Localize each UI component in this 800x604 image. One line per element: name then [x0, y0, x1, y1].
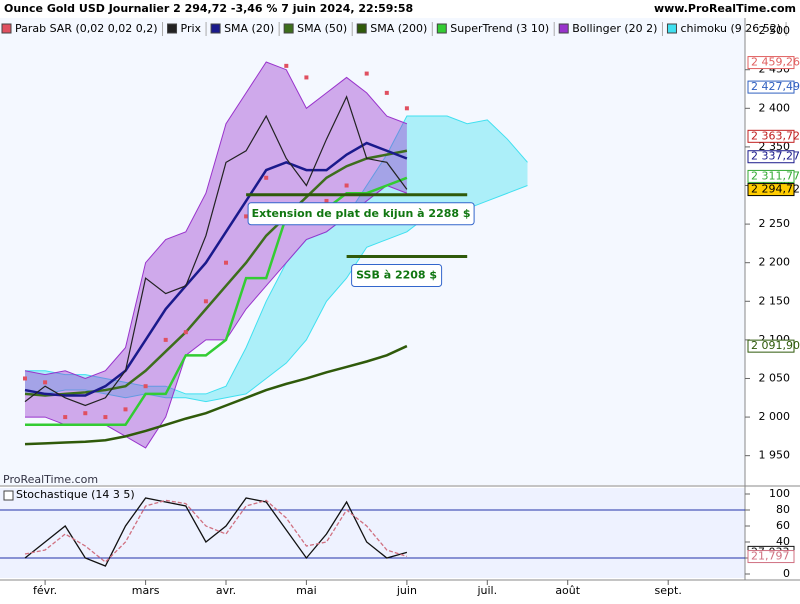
y-tick-label: 2 350 [759, 140, 791, 153]
x-tick-label: juil. [476, 584, 497, 597]
series-line [24, 497, 408, 567]
legend-label: SMA (50) [297, 22, 347, 35]
y-tick-label: 40 [776, 535, 790, 548]
sar-dot [103, 415, 108, 420]
x-tick-label: sept. [655, 584, 682, 597]
sar-dot [163, 337, 168, 342]
band-upper [24, 61, 408, 380]
title: Ounce Gold USD Journalier 2 294,72 -3,46… [4, 2, 413, 15]
price-tag-label: 2 311,77 [751, 169, 800, 182]
legend-label: SMA (200) [370, 22, 427, 35]
price-tag [747, 129, 795, 143]
watermark: ProRealTime.com [3, 473, 98, 486]
legend-swatch [1, 23, 12, 34]
y-tick-label: 80 [776, 503, 790, 516]
price-tag [747, 56, 795, 70]
legend-label: Bollinger (20 2) [572, 22, 657, 35]
legend-label: SMA (20) [224, 22, 274, 35]
y-tick-label: 2 250 [759, 217, 791, 230]
series-line [24, 141, 408, 397]
price-tag [747, 183, 795, 197]
stoch-title: Stochastique (14 3 5) [16, 488, 135, 501]
y-tick-label: 60 [776, 519, 790, 532]
legend-swatch [436, 23, 447, 34]
price-tag [747, 550, 795, 564]
series-line [24, 499, 408, 563]
legend-swatch [558, 23, 569, 34]
sar-dot [143, 384, 148, 389]
sar-dot [384, 90, 389, 95]
sar-dot [284, 63, 289, 68]
sar-dot [183, 330, 188, 335]
y-tick-label: 2 000 [759, 410, 791, 423]
legend-swatch [283, 23, 294, 34]
sar-dot [324, 198, 329, 203]
series-line [24, 95, 408, 407]
x-tick-label: mars [132, 584, 160, 597]
y-tick-label: 2 500 [759, 24, 791, 37]
price-tag-label: 2 294,72 [751, 183, 800, 196]
legend-swatch [3, 490, 14, 501]
sar-dot [123, 407, 128, 412]
annotation-box [351, 264, 443, 288]
sar-dot [244, 214, 249, 219]
y-tick-label: 2 050 [759, 371, 791, 384]
y-tick-label: 100 [769, 487, 790, 500]
annotation-text: SSB à 2208 $ [356, 269, 437, 282]
sar-dot [83, 411, 88, 416]
x-tick-label: mai [296, 584, 317, 597]
sar-dot [203, 299, 208, 304]
legend-label: Parab SAR (0,02 0,02 0,2) [15, 22, 158, 35]
sar-dot [264, 175, 269, 180]
annotation-text: Extension de plat de kijun à 2288 $ [252, 207, 471, 220]
legend-swatch [210, 23, 221, 34]
sar-dot [304, 75, 309, 80]
annotation: SSB à 2208 $ [351, 264, 443, 288]
legend-label: SuperTrend (3 10) [450, 22, 549, 35]
sar-dot [23, 376, 27, 381]
price-tag-label: 2 427,49 [751, 80, 800, 93]
x-tick-label: févr. [33, 584, 57, 597]
price-tag-label: 2 091,90 [751, 339, 800, 352]
legend-swatch [356, 23, 367, 34]
series-line [24, 149, 408, 397]
sar-dot [344, 183, 349, 188]
sar-dot [43, 380, 48, 385]
band-upper [25, 115, 528, 395]
main-plot [0, 18, 745, 485]
x-tick-label: avr. [216, 584, 236, 597]
price-tag [747, 80, 795, 94]
price-tag-label: 21,797 [751, 550, 790, 563]
band-fill [25, 116, 528, 402]
legend-swatch [666, 23, 677, 34]
series-line [24, 344, 408, 446]
legend-label: chimoku (9 26 52) [680, 22, 781, 35]
site: www.ProRealTime.com [654, 2, 796, 15]
price-tag-label: 2 337,27 [751, 150, 800, 163]
price-tag [747, 339, 795, 353]
y-tick-label: 0 [783, 567, 790, 580]
price-tag-label: 2 459,26 [751, 56, 800, 69]
legend-swatch [167, 23, 178, 34]
price-tag [747, 169, 795, 183]
annotation: Extension de plat de kijun à 2288 $ [247, 202, 475, 226]
sar-dot [404, 106, 409, 111]
x-tick-label: août [555, 584, 580, 597]
y-tick-label: 1 950 [759, 449, 791, 462]
stoch-plot [0, 488, 745, 578]
sar-dot [364, 71, 369, 76]
y-tick-label: 2 400 [759, 101, 791, 114]
band-fill [25, 61, 407, 448]
y-tick-label: 2 200 [759, 256, 791, 269]
legend-label: Prix [181, 22, 202, 35]
sar-dot [224, 260, 228, 265]
annotation-box [247, 202, 475, 226]
price-tag [747, 150, 795, 164]
sar-dot [63, 415, 68, 420]
y-tick-label: 2 150 [759, 294, 791, 307]
price-tag-label: 2 363,72 [751, 129, 800, 142]
x-tick-label: juin [396, 584, 417, 597]
